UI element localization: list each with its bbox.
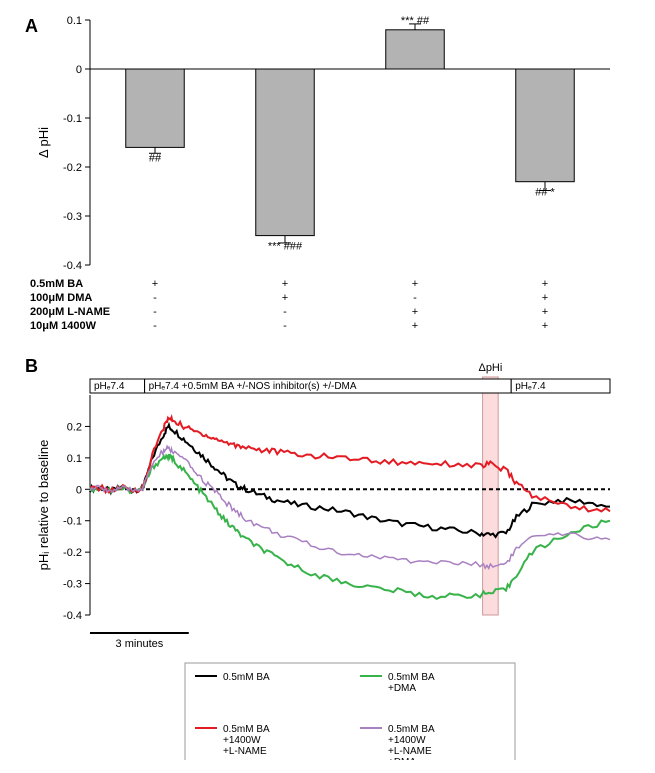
treatment-cell: + bbox=[542, 292, 548, 304]
treatment-cell: + bbox=[412, 306, 418, 318]
panel-b-label: B bbox=[25, 356, 38, 376]
panel-a: A 0.1 0 -0.1 -0.2 -0.3 -0.4 Δ pHi ## *** ### *** #… bbox=[10, 10, 645, 350]
y-tick-label: -0.3 bbox=[63, 211, 82, 223]
bar-annotation: ## * bbox=[535, 187, 555, 199]
bar-annotation: *** ## bbox=[401, 15, 430, 27]
protocol-segment-label: pHₑ7.4 +0.5mM BA +/-NOS inhibitor(s) +/-… bbox=[149, 381, 357, 392]
scalebar-label: 3 minutes bbox=[116, 638, 164, 650]
bar bbox=[516, 69, 575, 182]
panel-b: B ΔpHi pHₑ7.4 pHₑ7.4 +0.5mM BA +/-NOS inhib… bbox=[10, 350, 645, 760]
legend-label: 0.5mM BA bbox=[223, 724, 270, 735]
series-line bbox=[90, 446, 610, 568]
treatment-cell: - bbox=[283, 306, 287, 318]
y-tick-label: -0.1 bbox=[63, 516, 82, 528]
y-tick-label: -0.2 bbox=[63, 162, 82, 174]
y-tick-label: -0.3 bbox=[63, 579, 82, 591]
y-axis-label: Δ pHi bbox=[36, 127, 51, 158]
dphi-label: ΔpHi bbox=[478, 362, 502, 374]
bar bbox=[386, 30, 445, 69]
treatment-cell: + bbox=[542, 278, 548, 290]
series-line bbox=[90, 454, 610, 599]
protocol-segment-label: pHₑ7.4 bbox=[94, 381, 125, 392]
treatment-cell: - bbox=[153, 292, 157, 304]
legend-label: +L-NAME bbox=[223, 746, 267, 757]
treatment-row-label: 10μM 1400W bbox=[30, 320, 97, 332]
series-line bbox=[90, 417, 610, 511]
treatment-cell: + bbox=[282, 278, 288, 290]
y-tick-label: 0 bbox=[76, 64, 82, 76]
y-tick-label: -0.2 bbox=[63, 547, 82, 559]
y-tick-label: -0.1 bbox=[63, 113, 82, 125]
legend-label: +1400W bbox=[388, 735, 426, 746]
treatment-row-label: 100μM DMA bbox=[30, 292, 92, 304]
legend-label: 0.5mM BA bbox=[388, 724, 435, 735]
y-tick-label: 0 bbox=[76, 484, 82, 496]
legend-label: 0.5mM BA bbox=[223, 672, 270, 683]
treatment-cell: + bbox=[542, 320, 548, 332]
protocol-segment-label: pHₑ7.4 bbox=[515, 381, 546, 392]
bar-annotation: *** ### bbox=[268, 241, 303, 253]
panel-a-svg: A 0.1 0 -0.1 -0.2 -0.3 -0.4 Δ pHi ## *** ### *** #… bbox=[10, 10, 645, 350]
treatment-cell: - bbox=[283, 320, 287, 332]
treatment-row-label: 0.5mM BA bbox=[30, 278, 83, 290]
legend-label: +DMA bbox=[388, 757, 416, 760]
treatment-cell: + bbox=[412, 278, 418, 290]
legend-label: 0.5mM BA bbox=[388, 672, 435, 683]
treatment-cell: - bbox=[153, 320, 157, 332]
panel-a-label: A bbox=[25, 16, 38, 36]
legend-label: +DMA bbox=[388, 683, 416, 694]
y-tick-label: 0.1 bbox=[67, 15, 82, 27]
y-tick-label: -0.4 bbox=[63, 260, 82, 272]
treatment-cell: + bbox=[542, 306, 548, 318]
dphi-shade bbox=[483, 377, 499, 615]
treatment-cell: - bbox=[413, 292, 417, 304]
y-axis-label: pHᵢ relative to baseline bbox=[36, 440, 51, 571]
y-tick-label: -0.4 bbox=[63, 610, 82, 622]
y-tick-label: 0.2 bbox=[67, 421, 82, 433]
legend-label: +1400W bbox=[223, 735, 261, 746]
bar bbox=[256, 69, 315, 236]
bar bbox=[126, 69, 185, 147]
treatment-row-label: 200μM L-NAME bbox=[30, 306, 110, 318]
y-tick-label: 0.1 bbox=[67, 453, 82, 465]
legend-label: +L-NAME bbox=[388, 746, 432, 757]
bar-annotation: ## bbox=[149, 152, 162, 164]
treatment-cell: + bbox=[282, 292, 288, 304]
series-line bbox=[90, 425, 610, 537]
treatment-cell: + bbox=[412, 320, 418, 332]
treatment-cell: + bbox=[152, 278, 158, 290]
panel-b-svg: B ΔpHi pHₑ7.4 pHₑ7.4 +0.5mM BA +/-NOS inhib… bbox=[10, 350, 645, 760]
treatment-cell: - bbox=[153, 306, 157, 318]
